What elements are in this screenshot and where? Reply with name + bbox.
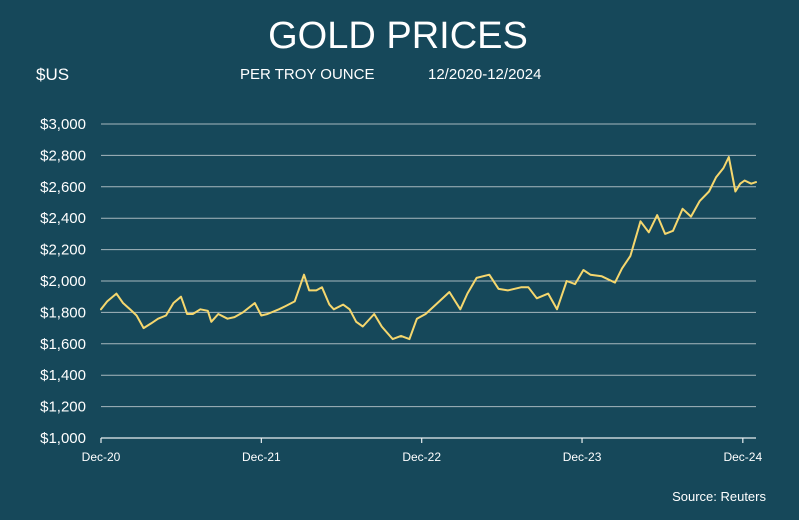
x-axis-tick-labels: Dec-20 Dec-21 Dec-22 Dec-23 Dec-24 (82, 438, 762, 464)
x-tick-label: Dec-24 (723, 450, 762, 464)
chart-title: GOLD PRICES (268, 15, 528, 57)
y-tick-label: $1,800 (40, 304, 86, 321)
y-tick-label: $2,600 (40, 179, 86, 196)
gridlines (101, 123, 756, 408)
x-tick-label: Dec-22 (402, 450, 441, 464)
y-axis-unit-label: $US (36, 65, 69, 84)
source-note: Source: Reuters (672, 489, 766, 504)
y-tick-label: $3,000 (40, 116, 86, 133)
price-series (100, 156, 757, 341)
y-tick-label: $2,400 (40, 210, 86, 227)
y-tick-label: $1,200 (40, 399, 86, 416)
y-tick-label: $2,800 (40, 147, 86, 164)
gold-price-line (100, 156, 757, 341)
x-tick-label: Dec-20 (82, 450, 121, 464)
x-tick-label: Dec-21 (242, 450, 281, 464)
y-tick-label: $1,000 (40, 430, 86, 447)
chart-date-range: 12/2020-12/2024 (428, 66, 541, 83)
y-tick-label: $1,400 (40, 367, 86, 384)
y-tick-label: $2,000 (40, 273, 86, 290)
y-axis-tick-labels: $1,000 $1,200 $1,400 $1,600 $1,800 $2,000 $2,2… (40, 116, 86, 447)
y-tick-label: $2,200 (40, 242, 86, 259)
y-tick-label: $1,600 (40, 336, 86, 353)
x-tick-label: Dec-23 (563, 450, 602, 464)
chart-subtitle: PER TROY OUNCE (240, 66, 374, 83)
